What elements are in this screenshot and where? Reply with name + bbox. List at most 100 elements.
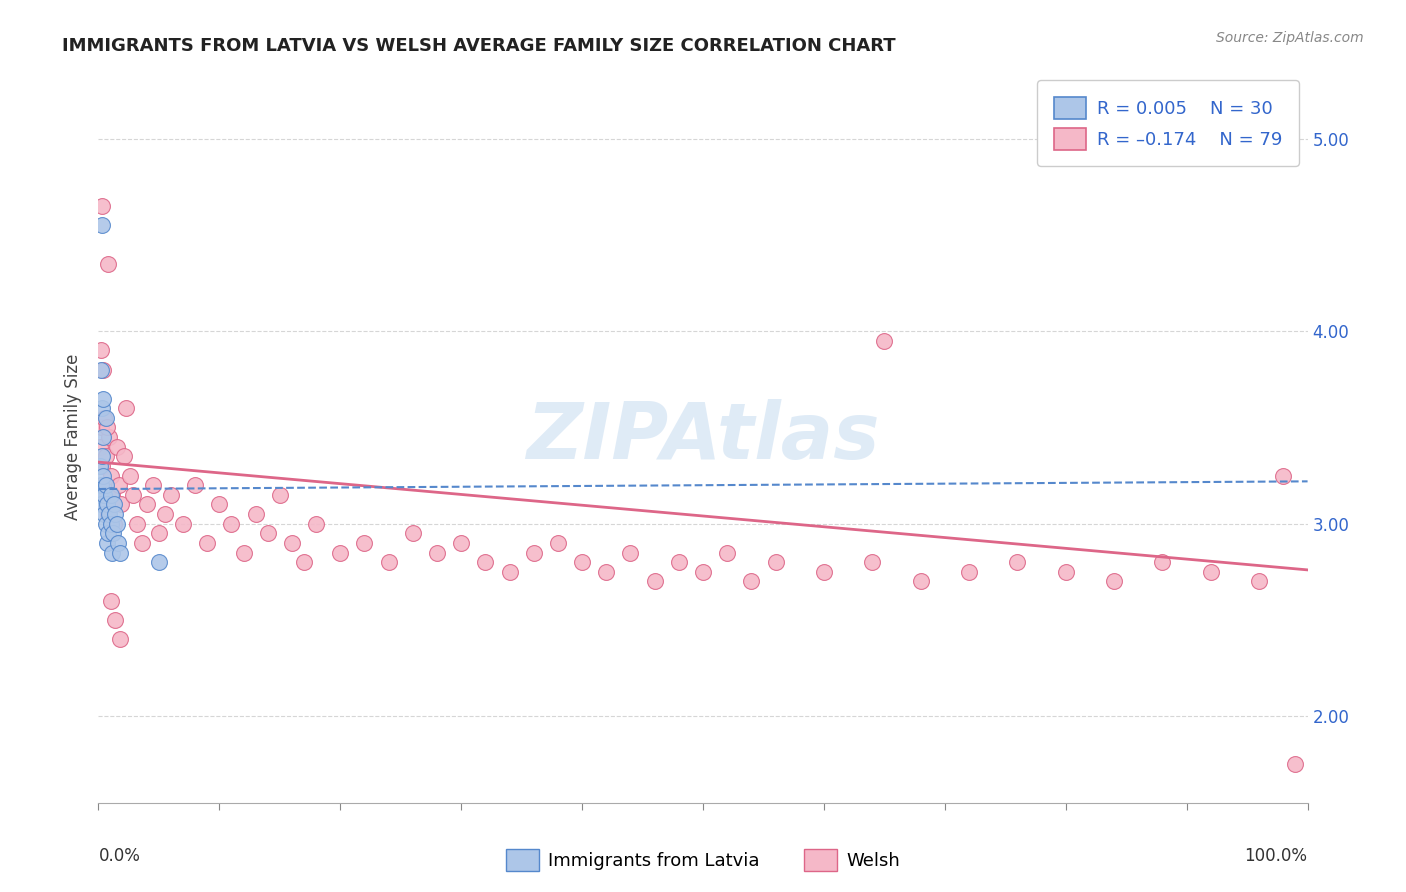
Point (101, 498, 124, 512)
Point (105, 440, 128, 454)
Point (450, 536, 472, 550)
Point (94, 516, 117, 531)
Point (90, 420, 112, 434)
Point (1102, 574, 1125, 589)
Point (91, 401, 114, 416)
Point (90, 343, 112, 358)
Point (94, 478, 117, 492)
Point (115, 401, 138, 416)
Point (90, 478, 112, 492)
Point (221, 516, 243, 531)
Point (93, 488, 115, 502)
Point (100, 488, 122, 502)
Legend: Immigrants from Latvia, Welsh: Immigrants from Latvia, Welsh (499, 842, 907, 879)
Point (97, 526, 120, 541)
Point (402, 526, 425, 541)
Point (93, 507, 115, 521)
Point (195, 536, 218, 550)
Point (153, 507, 176, 521)
Point (668, 555, 690, 569)
Point (91, 468, 114, 483)
Point (1199, 565, 1222, 579)
Point (595, 565, 617, 579)
Point (860, 555, 883, 569)
Point (94, 450, 117, 464)
Point (716, 545, 738, 559)
Point (426, 545, 449, 559)
Point (1007, 555, 1029, 569)
Point (103, 516, 125, 531)
Point (377, 555, 399, 569)
Point (281, 536, 304, 550)
Text: ZIPAtlas: ZIPAtlas (526, 399, 880, 475)
Point (571, 555, 593, 569)
Point (100, 468, 122, 483)
Point (93, 410, 115, 425)
Point (148, 526, 170, 541)
Point (91, 392, 114, 406)
Point (208, 498, 231, 512)
Point (94, 410, 117, 425)
Point (910, 574, 932, 589)
Point (498, 565, 520, 579)
Point (160, 488, 183, 502)
Point (1152, 555, 1174, 569)
Point (1272, 468, 1295, 483)
Text: Source: ZipAtlas.com: Source: ZipAtlas.com (1216, 31, 1364, 45)
Point (91, 430, 114, 444)
Point (131, 536, 153, 550)
Point (692, 565, 714, 579)
Text: IMMIGRANTS FROM LATVIA VS WELSH AVERAGE FAMILY SIZE CORRELATION CHART: IMMIGRANTS FROM LATVIA VS WELSH AVERAGE … (62, 37, 896, 54)
Point (108, 545, 131, 559)
Point (1249, 574, 1271, 589)
Point (91, 199, 114, 213)
Point (873, 334, 896, 348)
Point (740, 574, 762, 589)
Point (256, 526, 278, 541)
Point (100, 488, 122, 502)
Point (96, 420, 118, 434)
Point (172, 516, 194, 531)
Point (103, 498, 125, 512)
Point (142, 478, 165, 492)
Legend: R = 0.005    N = 30, R = –0.174    N = 79: R = 0.005 N = 30, R = –0.174 N = 79 (1038, 80, 1299, 166)
Point (97, 507, 120, 521)
Point (91, 450, 114, 464)
Point (957, 565, 980, 579)
Point (765, 555, 787, 569)
Point (96, 498, 118, 512)
Point (245, 507, 267, 521)
Point (89, 458, 111, 473)
Point (97, 257, 120, 271)
Point (108, 478, 131, 492)
Point (1284, 757, 1306, 772)
Point (90, 498, 112, 512)
Point (329, 545, 352, 559)
Point (98, 507, 121, 521)
Point (91, 362, 114, 376)
Point (96, 536, 118, 550)
Text: 100.0%: 100.0% (1244, 847, 1308, 864)
Point (91, 458, 114, 473)
Point (96, 488, 118, 502)
Point (353, 536, 375, 550)
Point (98, 430, 121, 444)
Point (91, 219, 114, 233)
Point (184, 478, 207, 492)
Point (122, 488, 145, 502)
Point (104, 507, 127, 521)
Point (269, 488, 291, 502)
Point (110, 498, 132, 512)
Point (112, 450, 135, 464)
Point (100, 593, 122, 607)
Point (232, 545, 254, 559)
Point (104, 613, 127, 627)
Text: 0.0%: 0.0% (98, 847, 141, 864)
Point (118, 468, 141, 483)
Point (89, 488, 111, 502)
Point (1054, 565, 1077, 579)
Point (619, 545, 641, 559)
Point (813, 565, 835, 579)
Point (100, 545, 122, 559)
Y-axis label: Average Family Size: Average Family Size (65, 354, 83, 520)
